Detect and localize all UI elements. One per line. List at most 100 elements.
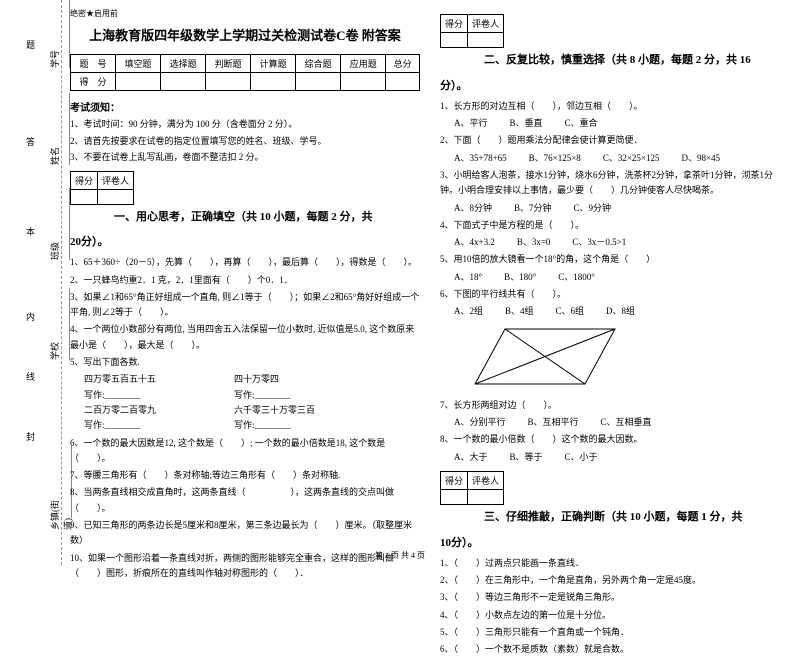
left-column: 绝密★启用前 上海教育版四年级数学上学期过关检测试卷C卷 附答案 题 号 填空题… — [70, 8, 420, 659]
opt: C、6组 — [556, 304, 585, 319]
section-3-title: 三、仔细推敲，正确判断（共 10 小题，每题 1 分，共 — [440, 508, 790, 528]
th: 综合题 — [296, 55, 341, 73]
td: 得 分 — [71, 73, 116, 91]
opt: D、98×45 — [681, 151, 720, 166]
opt: B、互相平行 — [528, 415, 579, 430]
txt: 二百万零二百零九 — [84, 403, 234, 418]
blank — [468, 33, 504, 48]
q2-1: 1、长方形的对边互相（ ），邻边互相（ ）。 — [440, 99, 790, 114]
opt: B、垂直 — [510, 116, 543, 131]
opt: B、4组 — [505, 304, 534, 319]
q3-5: 5、（ ）三角形只能有一个直角或一个钝角． — [440, 625, 790, 640]
side-ti: 题 — [26, 38, 35, 51]
opt: A、大于 — [454, 450, 488, 465]
side-xuehao: 学号________________ — [48, 0, 71, 68]
txt: 写作:________ — [84, 418, 234, 433]
lbl: 评卷人 — [468, 471, 504, 489]
th: 总分 — [386, 55, 420, 73]
side-nei: 内 — [26, 310, 35, 323]
txt: 写作:________ — [234, 390, 291, 400]
opt: B、76×125×8 — [529, 151, 581, 166]
right-column: 得分评卷人 二、反复比较，慎重选择（共 8 小题，每题 2 分，共 16 分）。… — [440, 8, 790, 659]
td — [206, 73, 251, 91]
secret-label: 绝密★启用前 — [70, 8, 420, 19]
side-feng: 封 — [26, 430, 35, 443]
opt: C、3x－0.5>1 — [572, 235, 626, 250]
opt: C、9分钟 — [574, 201, 612, 216]
lbl: 评卷人 — [98, 171, 134, 189]
opt: C、重合 — [565, 116, 598, 131]
txt: 写作:________ — [84, 388, 234, 403]
section-1-title: 一、用心思考，正确填空（共 10 小题，每题 2 分，共 — [70, 208, 420, 228]
opt: A、平行 — [454, 116, 488, 131]
q1-4: 4、一个两位小数部分有两位, 当用四舍五入法保留一位小数时, 近似值是5.0, … — [70, 322, 420, 353]
q1-6: 6、一个数的最大因数是12, 这个数是（ ）; 一个数的最小倍数是18, 这个数… — [70, 436, 420, 467]
q1-2: 2、一只蜂鸟约重2．1 克，2．1里面有（ ）个0．1． — [70, 273, 420, 288]
q1-1: 1、65＋360÷（20－5），先算（ ），再算（ ），最后算（ ），得数是（ … — [70, 255, 420, 270]
opt: C、小于 — [565, 450, 598, 465]
opt: A、2组 — [454, 304, 483, 319]
txt: 六千零三十万零三百 — [234, 405, 315, 415]
score-table: 题 号 填空题 选择题 判断题 计算题 综合题 应用题 总分 得 分 — [70, 54, 420, 91]
q2-4: 4、下面式子中是方程的是（ ）。 — [440, 218, 790, 233]
th: 应用题 — [341, 55, 386, 73]
q2-1-opts: A、平行 B、垂直 C、重合 — [440, 116, 790, 131]
q1-8: 8、当两条直线相交成直角时，这两条直线（ ），这两条直线的交点叫做（ ）。 — [70, 485, 420, 516]
section-2-title: 二、反复比较，慎重选择（共 8 小题，每题 2 分，共 16 — [440, 51, 790, 71]
side-banji: 班级________________ — [48, 188, 71, 260]
th: 选择题 — [161, 55, 206, 73]
q1-5-row: 写作:________写作:________ — [70, 388, 420, 403]
opt: A、分别平行 — [454, 415, 506, 430]
txt: 四十万零四 — [234, 374, 279, 384]
main-content: 绝密★启用前 上海教育版四年级数学上学期过关检测试卷C卷 附答案 题 号 填空题… — [70, 8, 790, 659]
section-1-title-cont: 20分）。 — [70, 233, 420, 249]
txt: 写作:________ — [234, 420, 291, 430]
table-row: 得 分 — [71, 73, 420, 91]
opt: B、7分钟 — [514, 201, 552, 216]
q1-7: 7、等腰三角形有（ ）条对称轴;等边三角形有（ ）条对称轴. — [70, 468, 420, 483]
lbl: 得分 — [441, 471, 468, 489]
rhombus-figure — [470, 324, 620, 389]
th: 判断题 — [206, 55, 251, 73]
opt: C、1800° — [558, 270, 595, 285]
opt: A、35+78+65 — [454, 151, 507, 166]
td — [116, 73, 161, 91]
q3-3: 3、（ ）等边三角形不一定是锐角三角形。 — [440, 590, 790, 605]
th: 计算题 — [251, 55, 296, 73]
side-xuexiao: 学校________________ — [48, 288, 71, 360]
q2-5: 5、用10倍的放大镜看一个18°的角，这个角是（ ） — [440, 252, 790, 267]
th: 题 号 — [71, 55, 116, 73]
th: 填空题 — [116, 55, 161, 73]
q3-6: 6、（ ）一个数不是质数（素数）就是合数。 — [440, 642, 790, 657]
section-score-box: 得分评卷人 — [440, 14, 504, 48]
page-footer: 第 1 页 共 4 页 — [0, 550, 800, 561]
section-score-box: 得分评卷人 — [70, 171, 134, 205]
td — [296, 73, 341, 91]
q1-5-row: 写作:________写作:________ — [70, 418, 420, 433]
td — [161, 73, 206, 91]
notice-item: 2、请首先按要求在试卷的指定位置填写您的姓名、班级、学号。 — [70, 135, 420, 149]
lbl: 得分 — [441, 15, 468, 33]
lbl: 评卷人 — [468, 15, 504, 33]
q1-3: 3、如果∠1和65°角正好组成一个直角, 则∠1等于（ ）；如果∠2和65°角好… — [70, 290, 420, 321]
section-2-title-cont: 分）。 — [440, 77, 790, 93]
q1-5: 5、写出下面各数. — [70, 355, 420, 370]
q2-7: 7、长方形两组对边（ ）。 — [440, 398, 790, 413]
notice-item: 3、不要在试卷上乱写乱画，卷面不整洁扣 2 分。 — [70, 151, 420, 165]
q2-8: 8、一个数的最小倍数（ ）这个数的最大因数。 — [440, 432, 790, 447]
opt: C、32×25×125 — [603, 151, 660, 166]
section-score-box: 得分评卷人 — [440, 471, 504, 505]
q1-5-row: 二百万零二百零九六千零三十万零三百 — [70, 403, 420, 418]
side-xingming: 姓名________________ — [48, 93, 71, 165]
blank — [441, 33, 468, 48]
opt: B、3x=0 — [517, 235, 551, 250]
q2-6-opts: A、2组B、4组C、6组D、8组 — [440, 304, 790, 319]
q2-3-opts: A、8分钟 B、7分钟 C、9分钟 — [440, 201, 790, 216]
side-xian: 线 — [26, 370, 35, 383]
txt: 四万零五百五十五 — [84, 372, 234, 387]
opt: A、8分钟 — [454, 201, 492, 216]
section-3-title-cont: 10分）。 — [440, 534, 790, 550]
q1-5-row: 四万零五百五十五四十万零四 — [70, 372, 420, 387]
q2-5-opts: A、18°B、180°C、1800° — [440, 270, 790, 285]
lbl: 得分 — [71, 171, 98, 189]
